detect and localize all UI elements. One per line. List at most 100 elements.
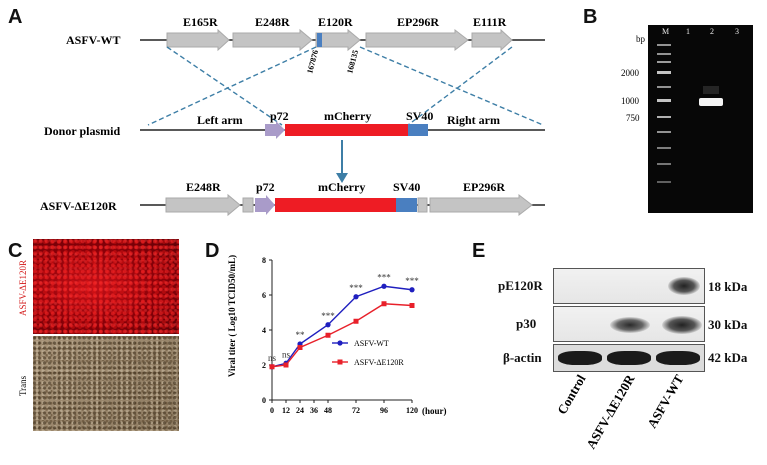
gene-arrow-ep296r — [365, 28, 469, 52]
gene-construct-diagram: ASFV-WT E165R E248R E120R EP296R E111R 1… — [40, 15, 545, 217]
mutant-p72-arrow — [255, 195, 275, 215]
blot-label-actin: β-actin — [503, 350, 542, 365]
data-point-mutant — [269, 364, 275, 370]
mutant-label-mcherry: mCherry — [318, 180, 365, 194]
gel-marker-1000: 1000 — [621, 96, 640, 106]
gene-arrow-e248r — [232, 28, 313, 52]
band-actin-wt — [656, 351, 700, 365]
e120r-marker — [317, 33, 322, 47]
significance-label: *** — [377, 272, 391, 282]
blot-label-pe120r: pE120R — [498, 278, 543, 293]
gel-lane-2: 2 — [710, 27, 714, 36]
data-point-mutant — [353, 318, 359, 324]
p72-promoter-arrow — [265, 121, 285, 139]
row-label-wt: ASFV-WT — [66, 33, 120, 47]
donor-sv40-label: SV40 — [406, 109, 433, 123]
mutant-sv40-box — [396, 198, 417, 212]
panel-c-label: C — [8, 240, 23, 262]
mutant-label-e248r: E248R — [186, 180, 221, 194]
lane-label-mutant: ASFV-ΔE120R — [583, 371, 638, 451]
band-p30-mutant — [610, 317, 650, 333]
blot-size-30: 30 kDa — [708, 317, 748, 332]
significance-label: *** — [405, 276, 419, 286]
gel-lane-3: 3 — [735, 27, 739, 36]
blot-label-p30: p30 — [516, 316, 537, 331]
y-tick-label: 6 — [262, 291, 266, 300]
donor-p72-label: p72 — [270, 109, 289, 123]
micrograph-label-mutant: ASFV-ΔE120R — [18, 260, 28, 316]
blot-row-p30 — [553, 306, 705, 342]
y-tick-label: 4 — [262, 326, 266, 335]
sv40-box — [408, 124, 428, 136]
genome-position-start: 167876 — [305, 49, 320, 75]
x-axis-label: (hour) — [422, 406, 447, 416]
gene-label-ep296r: EP296R — [397, 15, 439, 29]
lane-label-wt: ASFV-WT — [644, 372, 687, 431]
series-line-wt — [271, 285, 413, 368]
mutant-label-p72: p72 — [256, 180, 275, 194]
band-pe120r-wt — [668, 277, 700, 295]
mutant-gene-arrow-e248r — [165, 193, 241, 217]
x-tick-label: 48 — [324, 406, 332, 415]
gel-ladder-bands — [657, 44, 671, 183]
gel-lane-m: M — [662, 27, 669, 36]
significance-label: *** — [321, 311, 335, 321]
donor-mcherry-label: mCherry — [324, 109, 371, 123]
data-point-mutant — [297, 345, 303, 350]
gel-lane-1: 1 — [686, 27, 690, 36]
gene-label-e120r: E120R — [318, 15, 353, 29]
data-point-wt — [409, 287, 415, 293]
gel-band-glow — [703, 86, 719, 94]
band-p30-wt — [662, 316, 702, 334]
x-tick-label: 0 — [270, 406, 274, 415]
panel-d-label: D — [205, 240, 220, 262]
blot-size-18: 18 kDa — [708, 279, 748, 294]
significance-label: ns — [282, 349, 291, 359]
data-point-wt — [381, 283, 387, 289]
micrograph-labels: ASFV-ΔE120R Trans — [18, 260, 28, 396]
blot-lane-labels: Control ASFV-ΔE120R ASFV-WT — [554, 371, 687, 451]
significance-label: ns — [268, 353, 277, 363]
data-point-wt — [325, 322, 331, 328]
genome-position-end: 168135 — [345, 49, 360, 75]
band-actin-control — [558, 351, 602, 365]
x-tick-label: 120 — [406, 406, 418, 415]
gel-product-band — [699, 98, 723, 106]
mutant-spacer-left — [242, 197, 254, 213]
panel-b-label: B — [583, 6, 598, 28]
blot-row-pe120r — [553, 268, 705, 304]
mutant-mcherry-box — [275, 198, 396, 212]
legend-label: ASFV-ΔE120R — [354, 358, 404, 367]
blot-size-42: 42 kDa — [708, 350, 748, 365]
gel-unit-label: bp — [636, 34, 646, 44]
donor-left-arm-label: Left arm — [197, 113, 243, 127]
y-tick-label: 2 — [262, 361, 266, 370]
gene-arrow-e120r — [315, 28, 361, 52]
brightfield-micrograph — [33, 336, 179, 431]
legend-marker — [337, 340, 343, 346]
data-point-wt — [353, 294, 359, 300]
band-actin-mutant — [607, 351, 651, 365]
gene-arrow-e111r — [471, 28, 513, 52]
y-tick-label: 8 — [262, 256, 266, 265]
recombination-lines — [147, 46, 544, 126]
data-point-mutant — [409, 303, 415, 308]
lane-label-control: Control — [554, 372, 589, 417]
donor-right-arm-label: Right arm — [447, 113, 500, 127]
gene-label-e111r: E111R — [473, 15, 507, 29]
mutant-label-ep296r: EP296R — [463, 180, 505, 194]
panel-e-label: E — [472, 240, 486, 262]
row-label-mutant: ASFV-ΔE120R — [40, 199, 117, 213]
gel-marker-750: 750 — [626, 113, 640, 123]
panel-a-label: A — [8, 6, 23, 28]
gene-label-e165r: E165R — [183, 15, 218, 29]
significance-label: *** — [349, 283, 363, 293]
gene-label-e248r: E248R — [255, 15, 290, 29]
legend-marker — [337, 359, 343, 365]
blot-row-actin — [553, 344, 705, 372]
fluorescence-micrograph — [33, 239, 179, 334]
x-tick-label: 96 — [380, 406, 388, 415]
mcherry-box — [285, 124, 408, 136]
x-tick-label: 72 — [352, 406, 360, 415]
mutant-gene-arrow-ep296r — [429, 193, 533, 217]
